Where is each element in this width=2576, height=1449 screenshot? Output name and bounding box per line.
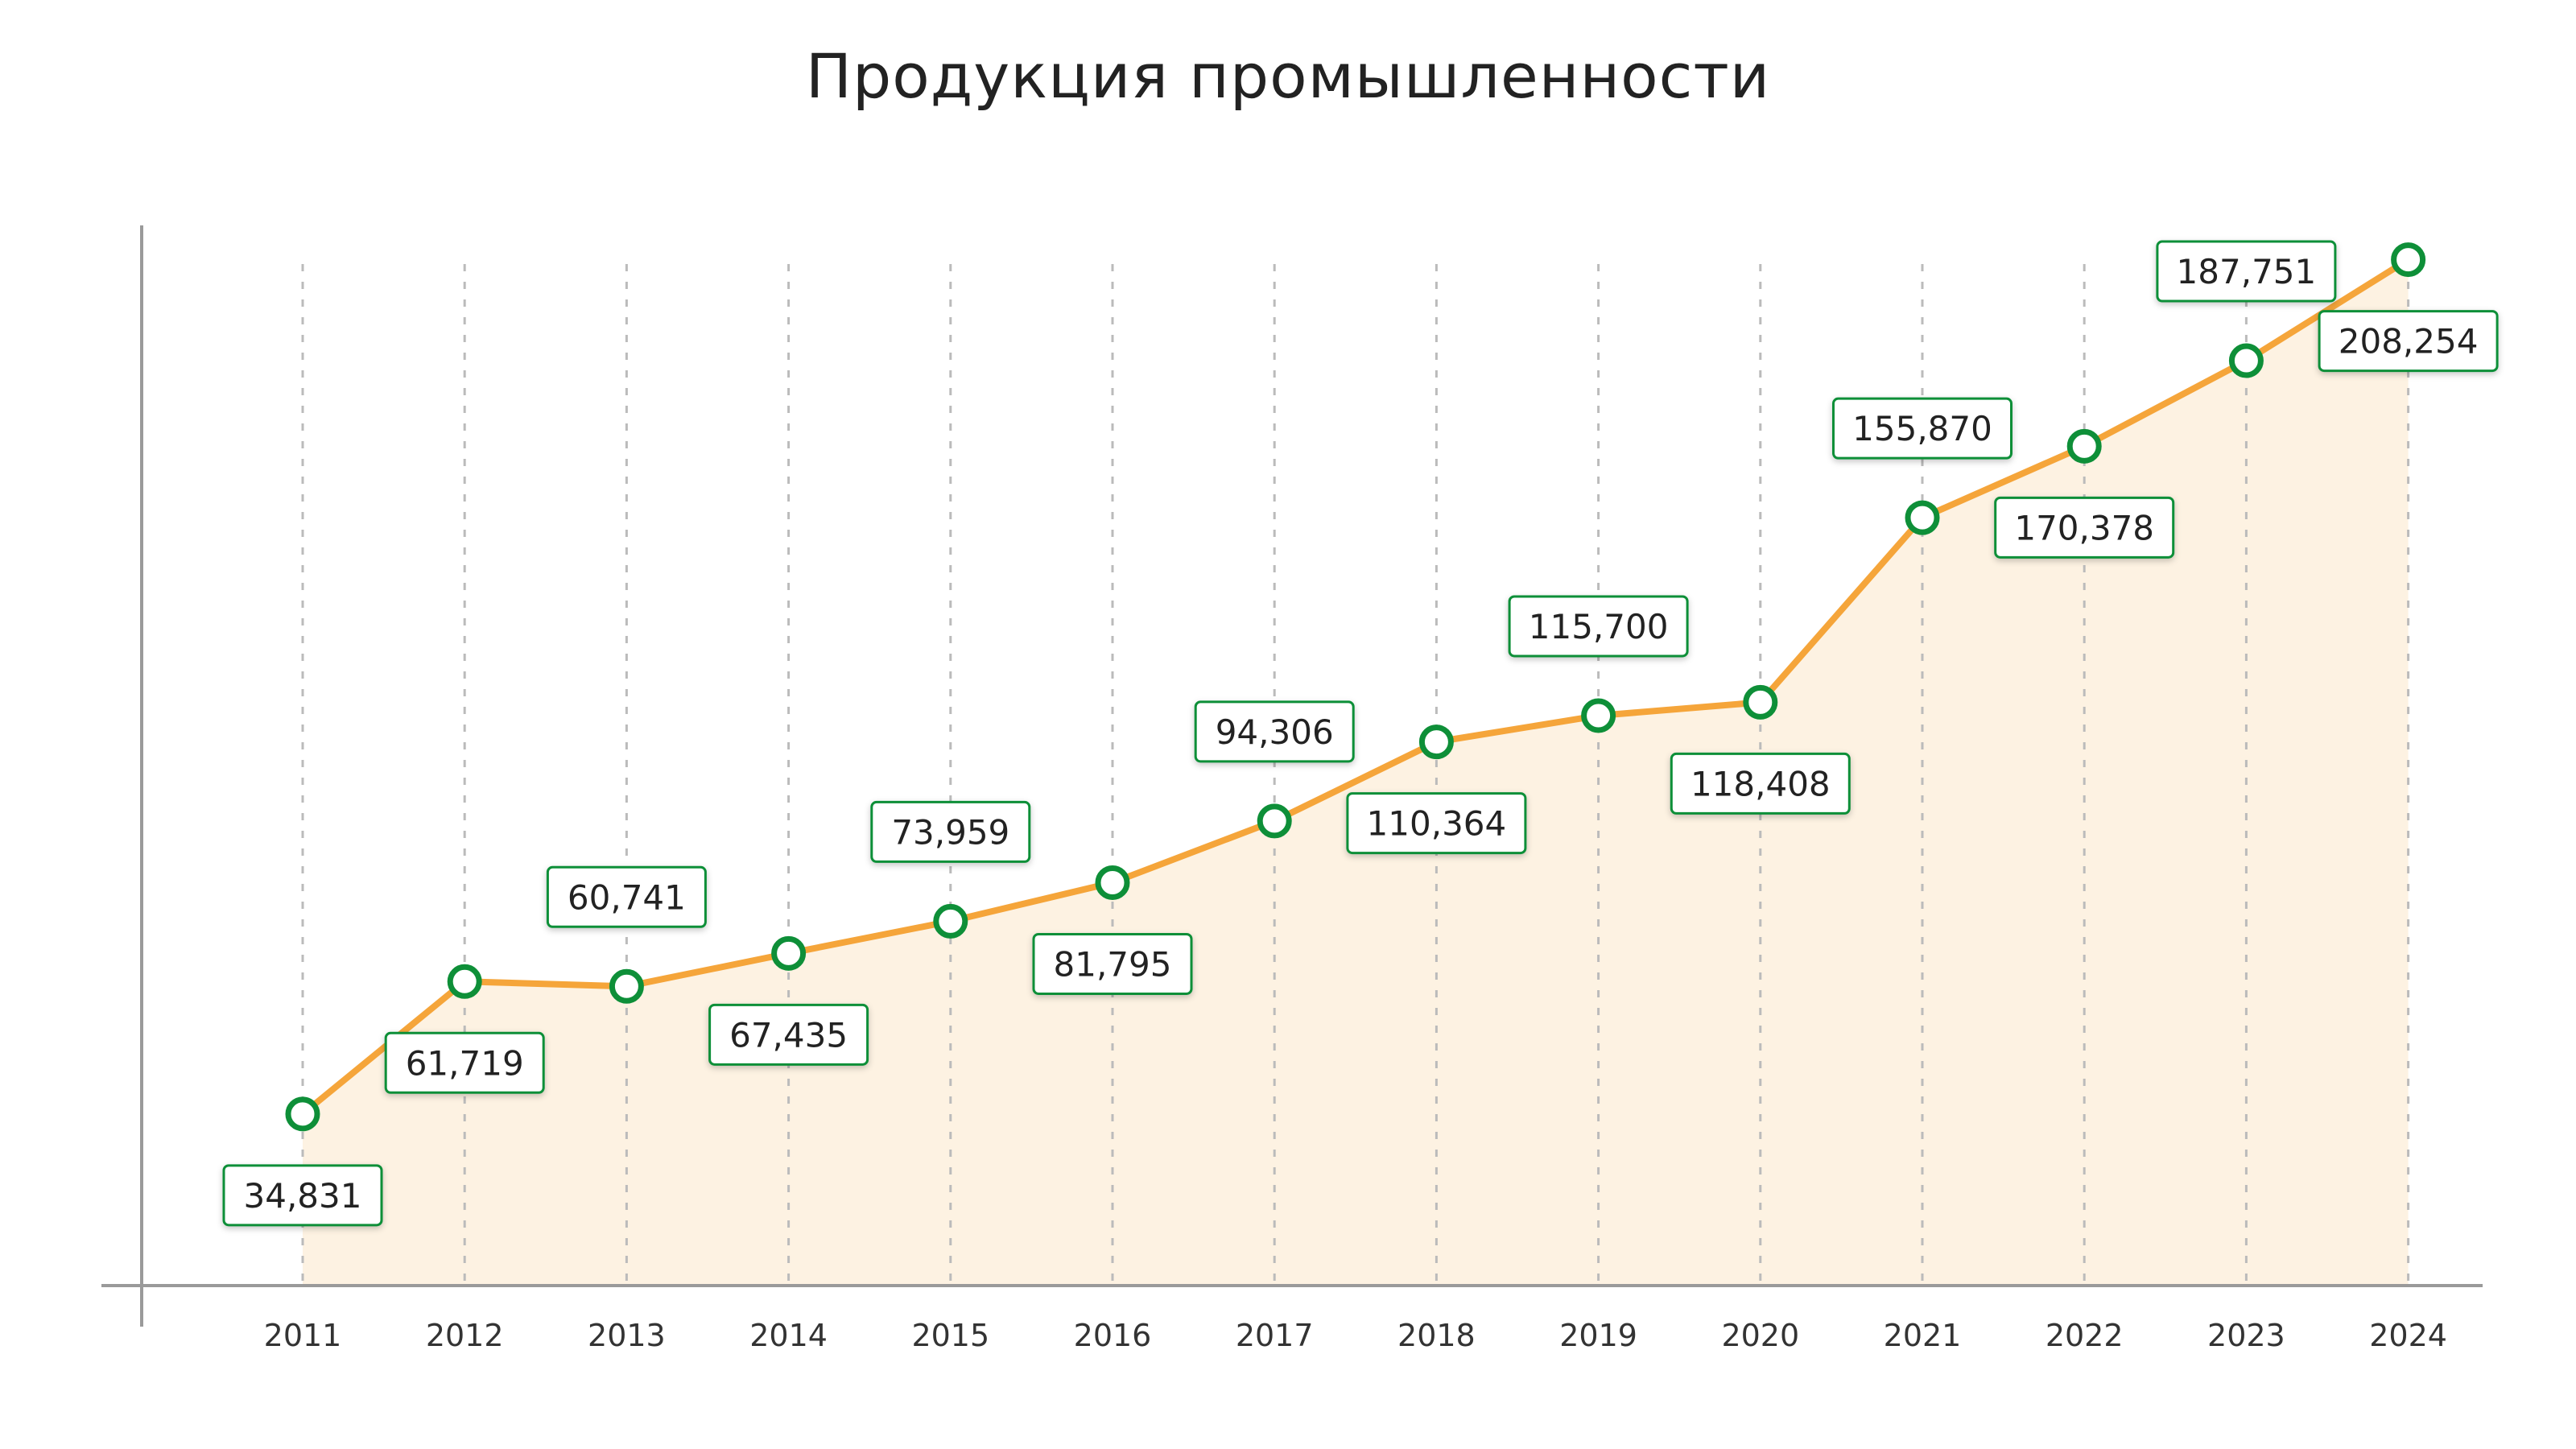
data-label-2013: 60,741 (546, 865, 707, 928)
data-point-2015 (933, 903, 968, 939)
x-tick-label-2022: 2022 (2046, 1318, 2124, 1353)
data-label-text: 170,378 (2014, 508, 2154, 547)
data-label-box (546, 865, 707, 928)
data-label-text: 73,959 (891, 812, 1009, 852)
data-label-box (708, 1003, 869, 1066)
data-point-2020 (1743, 684, 1778, 720)
markers-layer (285, 242, 2426, 1132)
data-label-2023: 187,751 (2156, 240, 2337, 303)
x-tick-label-2018: 2018 (1397, 1318, 1476, 1353)
data-label-text: 67,435 (729, 1015, 848, 1055)
x-tick-label-2019: 2019 (1559, 1318, 1637, 1353)
data-label-2012: 61,719 (384, 1031, 545, 1094)
x-tick-label-2017: 2017 (1236, 1318, 1314, 1353)
data-point-2021 (1905, 500, 1940, 535)
data-label-2019: 115,700 (1508, 595, 1689, 658)
data-label-text: 115,700 (1529, 607, 1669, 646)
data-label-2014: 67,435 (708, 1003, 869, 1066)
x-tick-label-2012: 2012 (426, 1318, 504, 1353)
data-label-box (2318, 310, 2499, 373)
x-tick-label-2023: 2023 (2207, 1318, 2285, 1353)
data-point-2013 (609, 968, 644, 1004)
data-label-text: 61,719 (406, 1043, 524, 1083)
x-tick-label-2013: 2013 (588, 1318, 666, 1353)
data-label-2016: 81,795 (1032, 932, 1193, 995)
data-label-box (2156, 240, 2337, 303)
chart-title: Продукция промышленности (805, 40, 1771, 112)
data-point-2011 (285, 1096, 320, 1132)
series-line-layer (299, 256, 2412, 1117)
data-label-2011: 34,831 (222, 1164, 383, 1227)
data-label-2024: 208,254 (2318, 310, 2499, 373)
data-label-text: 94,306 (1216, 712, 1334, 752)
data-label-text: 118,408 (1690, 764, 1831, 803)
data-point-2019 (1581, 698, 1616, 733)
data-label-text: 110,364 (1367, 804, 1507, 844)
data-point-2014 (771, 935, 807, 971)
x-tick-label-2024: 2024 (2369, 1318, 2447, 1353)
data-point-2012 (447, 964, 482, 999)
data-label-2021: 155,870 (1832, 397, 2013, 460)
data-label-2018: 110,364 (1346, 792, 1527, 855)
data-label-box (870, 800, 1031, 863)
data-label-text: 34,831 (244, 1176, 362, 1216)
data-point-2022 (2066, 428, 2102, 464)
x-tick-label-2015: 2015 (911, 1318, 989, 1353)
x-tick-label-2014: 2014 (749, 1318, 828, 1353)
data-label-2020: 118,408 (1670, 752, 1851, 815)
x-tick-labels-layer: 2011 2012 2013 2014 2015 2016 2017 2018 2019 2020… (264, 1318, 2447, 1353)
data-labels-layer: 34,831 61,719 60,741 67,435 73,959 81,795 94,3… (222, 240, 2499, 1227)
data-label-box (1994, 496, 2175, 559)
data-label-text: 208,254 (2339, 322, 2479, 361)
data-label-box (1032, 932, 1193, 995)
data-point-2016 (1095, 865, 1130, 900)
area-fill-layer (303, 259, 2409, 1286)
series-line (299, 256, 2412, 1117)
area-fill (303, 259, 2409, 1286)
data-label-2022: 170,378 (1994, 496, 2175, 559)
data-label-box (222, 1164, 383, 1227)
x-tick-label-2020: 2020 (1721, 1318, 1799, 1353)
data-point-2024 (2391, 242, 2426, 278)
data-label-2017: 94,306 (1194, 700, 1355, 763)
data-label-box (1194, 700, 1355, 763)
data-point-2017 (1257, 803, 1292, 839)
data-label-text: 81,795 (1054, 944, 1172, 984)
data-label-text: 187,751 (2177, 252, 2317, 291)
data-point-2018 (1418, 724, 1454, 760)
data-point-2023 (2228, 343, 2264, 378)
data-label-text: 60,741 (568, 877, 686, 917)
data-label-box (1346, 792, 1527, 855)
data-label-box (384, 1031, 545, 1094)
data-label-2015: 73,959 (870, 800, 1031, 863)
data-label-box (1832, 397, 2013, 460)
x-tick-label-2021: 2021 (1884, 1318, 1962, 1353)
data-label-text: 155,870 (1852, 409, 1992, 448)
x-tick-label-2011: 2011 (264, 1318, 342, 1353)
axes-layer (101, 225, 2483, 1327)
data-label-box (1670, 752, 1851, 815)
data-label-box (1508, 595, 1689, 658)
x-tick-label-2016: 2016 (1074, 1318, 1152, 1353)
